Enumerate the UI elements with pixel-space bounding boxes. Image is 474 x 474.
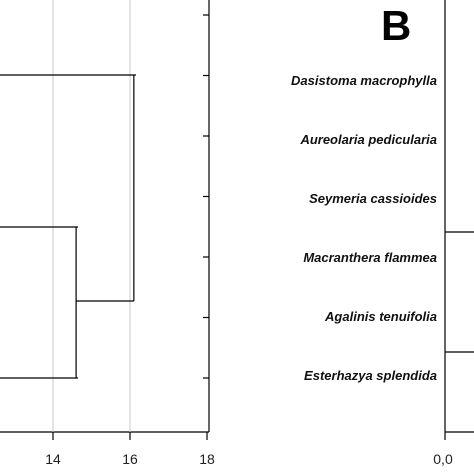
panel-a-right-ticks [203, 14, 209, 379]
panel-b-leaf-label-5: Esterhazya splendida [304, 368, 437, 383]
panel-a-x-ticks: 14 16 18 [45, 432, 215, 467]
panel-a-x-tick-label-0: 14 [45, 451, 61, 467]
panel-a-x-tick-label-2: 18 [199, 451, 215, 467]
panel-b-leaf-label-2: Seymeria cassioides [309, 191, 437, 206]
panel-b-leaf-label-1: Aureolaria pedicularia [299, 132, 437, 147]
panel-b-leaf-label-0: Dasistoma macrophylla [291, 73, 437, 88]
panel-b-branches [445, 231, 474, 353]
panel-b-leaf-labels: Dasistoma macrophylla Aureolaria pedicula… [291, 73, 437, 383]
panel-b-letter: B [381, 2, 411, 49]
panel-a-gridlines [52, 0, 131, 432]
panel-b-x-tick-label: 0,0 [433, 451, 453, 467]
panel-a-dendrogram: 14 16 18 [0, 0, 215, 467]
panel-b-leaf-label-4: Agalinis tenuifolia [324, 309, 437, 324]
panel-b-leaf-label-3: Macranthera flammea [303, 250, 437, 265]
panel-a-branches [0, 74, 136, 379]
panel-a-x-tick-label-1: 16 [122, 451, 138, 467]
panel-b-dendrogram: B 0,0 Dasistoma macrophylla Aureolaria pe… [291, 0, 474, 467]
